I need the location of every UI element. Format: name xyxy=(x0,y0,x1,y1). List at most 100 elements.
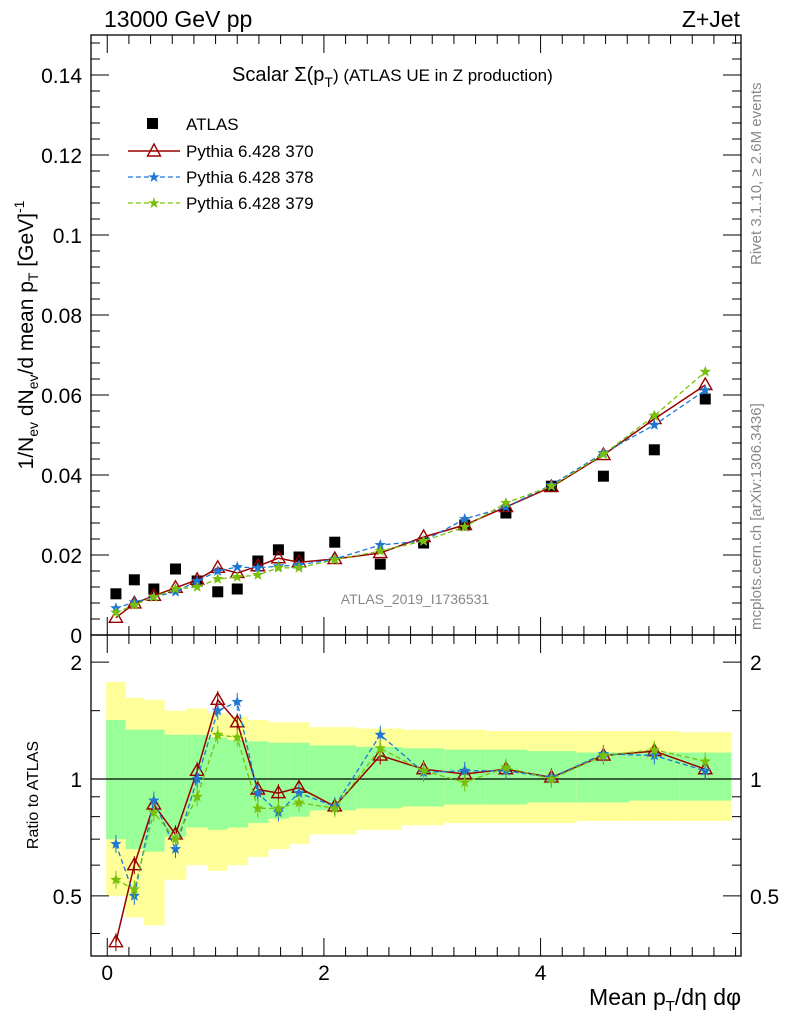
ratio-plot: 0.5 0.5 1 1 2 2 xyxy=(53,634,779,957)
ratio-point-pythia-378 xyxy=(169,843,182,854)
upper-y-tick-label: 0.04 xyxy=(41,465,82,488)
ratio-y-axis: 0.5 0.5 1 1 2 2 xyxy=(53,652,779,934)
chart-title: Scalar Σ(pT) (ATLAS UE in Z production) xyxy=(232,64,553,90)
data-point-pythia-379 xyxy=(212,573,224,584)
data-point-pythia-379 xyxy=(231,571,243,582)
ratio-point-pythia-378 xyxy=(212,704,224,716)
ratio-point-pythia-370 xyxy=(126,856,143,871)
data-point-atlas xyxy=(597,470,609,482)
data-point-atlas xyxy=(374,558,386,570)
data-point-atlas xyxy=(110,588,122,600)
ratio-point-pythia-379 xyxy=(252,802,264,814)
inner-band-segment xyxy=(401,748,445,807)
ratio-point-pythia-370 xyxy=(229,713,246,728)
ratio-y-tick-label: 1 xyxy=(70,769,82,792)
legend-label-atlas: ATLAS xyxy=(186,115,239,134)
legend-marker-atlas xyxy=(147,118,158,129)
ratio-point-pythia-379 xyxy=(459,776,471,788)
data-point-pythia-378 xyxy=(212,565,224,576)
ratio-point-pythia-370 xyxy=(270,784,287,799)
legend: ATLAS Pythia 6.428 370 ★ Pythia 6.428 37… xyxy=(128,115,314,213)
x-tick-label: 0 xyxy=(101,962,113,985)
inner-band-segment xyxy=(144,729,165,852)
data-point-pythia-379 xyxy=(110,606,122,618)
legend-label-378: Pythia 6.428 378 xyxy=(186,168,314,187)
data-point-pythia-379 xyxy=(148,591,160,602)
legend-label-370: Pythia 6.428 370 xyxy=(186,142,314,161)
ratio-point-pythia-378 xyxy=(110,838,122,849)
data-point-atlas xyxy=(648,444,660,456)
ratio-point-pythia-378 xyxy=(374,728,386,740)
mcplots-label: mcplots.cern.ch [arXiv:1306.3436] xyxy=(748,403,765,630)
upper-plot: 0 0.02 0.04 0.06 0.08 0.1 0.12 0.14 xyxy=(41,34,742,648)
ratio-y-tick-label: 2 xyxy=(70,652,82,675)
upper-y-tick-label: 0.08 xyxy=(41,305,82,328)
ratio-point-pythia-379 xyxy=(231,731,243,743)
data-point-pythia-379 xyxy=(272,561,285,573)
ratio-point-pythia-379 xyxy=(545,773,558,784)
ratio-point-pythia-379 xyxy=(148,806,160,818)
inner-band-segment xyxy=(268,742,290,819)
data-point-atlas xyxy=(329,536,341,548)
analysis-watermark: ATLAS_2019_I1736531 xyxy=(341,591,490,607)
ratio-point-pythia-379 xyxy=(417,764,430,776)
x-tick-label: 4 xyxy=(535,962,547,985)
ratio-point-pythia-378 xyxy=(459,764,471,776)
legend-marker-378: ★ xyxy=(147,169,160,186)
x-tick-label: 2 xyxy=(318,962,330,985)
ratio-point-pythia-378 xyxy=(293,787,305,798)
ratio-point-pythia-370 xyxy=(108,933,124,948)
data-point-pythia-378 xyxy=(648,419,660,430)
legend-marker-379: ★ xyxy=(147,195,160,212)
upper-y-axis-label: 1/Nev dNev/d mean pT [GeV]-1 xyxy=(11,200,41,469)
data-point-pythia-379 xyxy=(252,569,264,580)
data-point-pythia-378 xyxy=(459,513,471,524)
inner-band-segment xyxy=(227,740,249,828)
ratio-series-pythia-379 xyxy=(110,725,711,899)
series-atlas xyxy=(110,393,711,600)
ratio-point-pythia-379 xyxy=(374,742,386,754)
ratio-point-pythia-379 xyxy=(272,802,285,814)
ratio-point-pythia-378 xyxy=(231,695,243,707)
ratio-point-pythia-379 xyxy=(191,790,203,802)
ratio-point-pythia-379 xyxy=(500,761,512,773)
upper-y-tick-label: 0.06 xyxy=(41,385,82,408)
upper-y-tick-label: 0.1 xyxy=(53,225,82,248)
data-point-pythia-378 xyxy=(500,501,512,512)
inner-band-segment xyxy=(576,752,630,803)
data-point-pythia-379 xyxy=(169,583,182,594)
uncertainty-bands xyxy=(106,681,732,926)
data-point-pythia-370 xyxy=(372,544,389,559)
ratio-point-pythia-379 xyxy=(699,755,711,767)
ratio-frame xyxy=(90,634,742,957)
ratio-y-tick-label: 0.5 xyxy=(53,886,82,909)
data-point-atlas xyxy=(170,563,181,575)
ratio-point-pythia-378 xyxy=(148,794,160,806)
ratio-point-pythia-379 xyxy=(110,873,122,885)
ratio-y-tick-label-right: 2 xyxy=(750,652,762,675)
inner-band-segment xyxy=(309,745,357,811)
data-point-pythia-379 xyxy=(417,535,430,546)
data-point-pythia-379 xyxy=(648,409,660,421)
ratio-point-pythia-378 xyxy=(252,787,264,798)
ratio-point-pythia-379 xyxy=(329,802,341,814)
series-line-pythia-370 xyxy=(115,384,706,619)
data-point-pythia-379 xyxy=(329,553,341,565)
inner-band-segment xyxy=(164,734,187,837)
upper-y-tick-label: 0.14 xyxy=(41,65,82,88)
data-point-atlas xyxy=(231,583,243,595)
data-point-pythia-370 xyxy=(456,516,473,531)
ratio-y-tick-label-right: 0.5 xyxy=(750,886,779,909)
series-pythia-379 xyxy=(110,365,711,618)
data-point-pythia-378 xyxy=(231,561,243,572)
upper-y-tick-label: 0 xyxy=(70,625,82,648)
data-point-pythia-370 xyxy=(145,587,162,602)
x-axis-label: Mean pT/dη dφ xyxy=(589,984,741,1015)
ratio-point-pythia-379 xyxy=(169,833,182,844)
data-point-pythia-379 xyxy=(597,448,610,460)
data-point-pythia-379 xyxy=(545,480,558,492)
ratio-y-axis-label: Ratio to ATLAS xyxy=(25,741,42,849)
inner-band-segment xyxy=(208,737,228,830)
ratio-y-tick-label-right: 1 xyxy=(750,769,762,792)
